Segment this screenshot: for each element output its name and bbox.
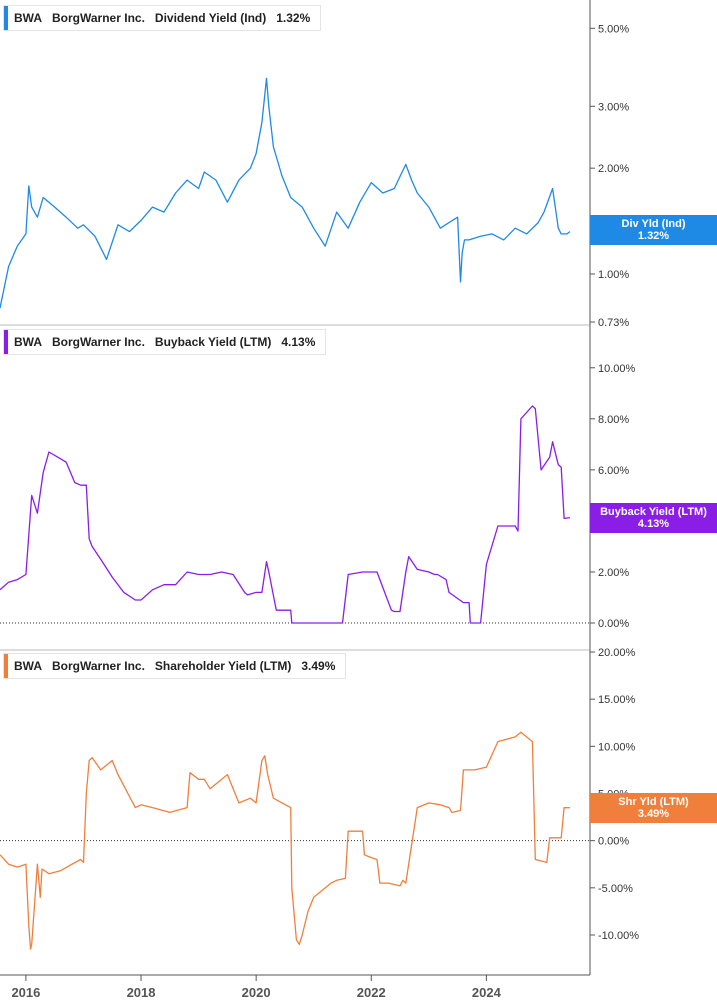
x-tick-label: 2016 (11, 985, 40, 1000)
badge-dividend: Div Yld (Ind) 1.32% (590, 215, 717, 245)
badge-value: 1.32% (637, 230, 670, 242)
y-tick-label: 1.00% (598, 269, 629, 281)
y-tick-label: 20.00% (598, 647, 636, 659)
legend-metric: Buyback Yield (LTM) (154, 335, 272, 349)
y-tick-label: -10.00% (598, 930, 639, 942)
badge-title: Shr Yld (LTM) (618, 796, 689, 808)
y-tick-label: 6.00% (598, 465, 629, 477)
badge-title: Div Yld (Ind) (621, 218, 686, 230)
legend-metric: Dividend Yield (Ind) (154, 11, 267, 25)
x-tick-label: 2020 (242, 985, 271, 1000)
series-swatch (4, 330, 8, 354)
series-line-buyback (0, 405, 570, 624)
y-tick-label: 0.73% (598, 317, 629, 329)
series-line-shareholder (0, 731, 570, 950)
y-tick-label: 3.00% (598, 101, 629, 113)
legend-ticker: BWA (14, 335, 42, 349)
legend-current-value: 4.13% (281, 335, 316, 349)
badge-shareholder: Shr Yld (LTM) 3.49% (590, 793, 717, 823)
x-tick-label: 2022 (357, 985, 386, 1000)
y-tick-label: 10.00% (598, 363, 636, 375)
legend-current-value: 3.49% (301, 659, 336, 673)
series-line-dividend (0, 77, 571, 309)
legend-shareholder: BWA BorgWarner Inc. Shareholder Yield (L… (3, 653, 347, 679)
y-tick-label: -5.00% (598, 883, 633, 895)
badge-value: 3.49% (637, 808, 670, 820)
y-tick-label: 2.00% (598, 163, 629, 175)
legend-buyback: BWA BorgWarner Inc. Buyback Yield (LTM) … (3, 329, 327, 355)
y-tick-label: 10.00% (598, 741, 636, 753)
badge-value: 4.13% (637, 518, 670, 530)
y-tick-label: 0.00% (598, 836, 629, 848)
legend-dividend: BWA BorgWarner Inc. Dividend Yield (Ind)… (3, 5, 322, 31)
y-tick-label: 15.00% (598, 694, 636, 706)
badge-title: Buyback Yield (LTM) (600, 506, 707, 518)
series-swatch (4, 654, 8, 678)
y-tick-label: 8.00% (598, 414, 629, 426)
legend-ticker: BWA (14, 11, 42, 25)
legend-metric: Shareholder Yield (LTM) (154, 659, 292, 673)
legend-current-value: 1.32% (276, 11, 311, 25)
series-swatch (4, 6, 8, 30)
x-tick-label: 2024 (472, 985, 502, 1000)
x-tick-label: 2018 (127, 985, 156, 1000)
legend-ticker: BWA (14, 659, 42, 673)
legend-company: BorgWarner Inc. (52, 11, 145, 25)
legend-company: BorgWarner Inc. (52, 659, 145, 673)
legend-company: BorgWarner Inc. (52, 335, 145, 349)
y-tick-label: 2.00% (598, 567, 629, 579)
badge-buyback: Buyback Yield (LTM) 4.13% (590, 503, 717, 533)
y-tick-label: 0.00% (598, 618, 629, 630)
y-tick-label: 5.00% (598, 23, 629, 35)
